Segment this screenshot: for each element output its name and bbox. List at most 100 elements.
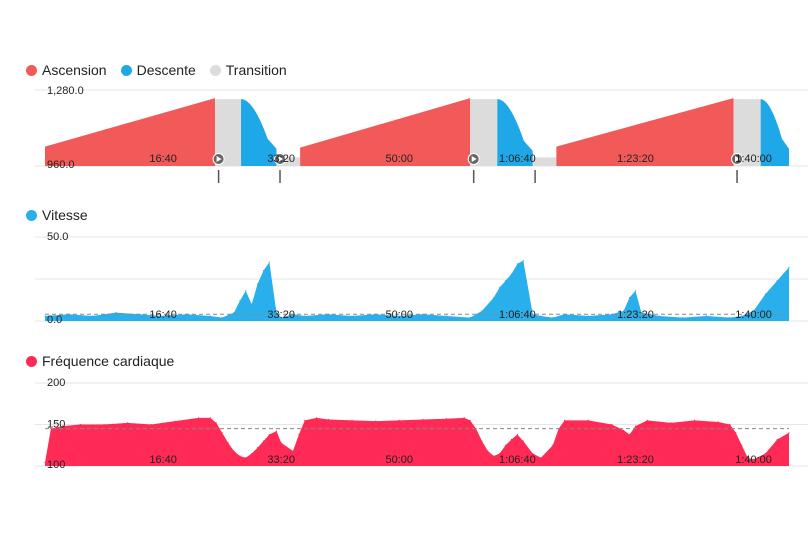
heart-rate-point-25: [316, 417, 318, 419]
speed-point-34: [532, 313, 534, 315]
heart-rate-area: [45, 417, 789, 466]
heart-rate-point-53: [646, 419, 648, 421]
heart-rate-point-39: [504, 444, 507, 446]
speed-point-3: [115, 312, 117, 314]
heart-rate-point-7: [174, 420, 176, 422]
speed-point-5: [162, 315, 164, 317]
heart-rate-point-11: [221, 432, 223, 434]
x-tick-label-1-4: 1:23:20: [617, 309, 654, 321]
x-tick-label-1-5: 1:40:00: [735, 309, 772, 321]
heart-rate-point-60: [747, 457, 749, 459]
legend-dot-transition: [209, 64, 221, 76]
heart-rate-point-3: [79, 423, 82, 426]
x-tick-label-0-0: 16:40: [149, 153, 177, 165]
heart-rate-point-40: [510, 438, 513, 441]
x-tick-label-1-1: 33:20: [267, 309, 295, 321]
speed-area: [45, 260, 789, 321]
heart-rate-point-59: [741, 444, 743, 446]
speed-point-42: [634, 290, 637, 292]
heart-rate-point-17: [256, 447, 259, 449]
heart-rate-point-13: [233, 450, 235, 452]
legend-dot-descent: [120, 64, 132, 76]
speed-point-2: [91, 315, 93, 317]
heart-rate-point-8: [197, 417, 200, 419]
speed-point-9: [233, 312, 235, 314]
heart-rate-point-19: [268, 433, 270, 436]
x-tick-label-2-5: 1:40:00: [735, 454, 772, 466]
speed-point-30: [504, 280, 507, 282]
speed-point-46: [705, 315, 707, 317]
heart-rate-point-61: [752, 458, 755, 460]
elevation-segment-ascent-8: [556, 98, 734, 166]
speed-point-52: [788, 266, 790, 268]
elevation-segment-transition-9: [733, 99, 761, 166]
heart-rate-point-9: [209, 417, 211, 419]
heart-rate-point-4: [103, 423, 105, 426]
x-tick-label-1-0: 16:40: [149, 309, 177, 321]
heart-rate-point-44: [540, 457, 542, 459]
speed-point-26: [469, 317, 471, 319]
speed-point-50: [764, 293, 766, 295]
legend-item-speed[interactable]: Vitesse: [26, 207, 88, 223]
speed-point-41: [628, 296, 631, 299]
heart-rate-point-54: [670, 422, 672, 424]
x-tick-label-0-4: 1:23:20: [617, 153, 654, 165]
legend-item-transition[interactable]: Transition: [209, 62, 287, 78]
x-tick-label-0-1: 33:20: [267, 153, 295, 165]
speed-point-47: [729, 317, 731, 319]
legend-speed: Vitesse: [26, 207, 88, 223]
speed-point-0: [44, 315, 46, 317]
heart-rate-point-50: [623, 429, 625, 431]
legend-label-descent: Descente: [136, 62, 196, 78]
elevation-segment-ascent-0: [45, 98, 216, 166]
elevation-segment-transition-7: [532, 157, 557, 166]
speed-point-31: [510, 273, 513, 275]
transition-marker-play-4: [735, 156, 741, 162]
speed-point-29: [499, 286, 501, 288]
heart-rate-point-15: [245, 457, 247, 459]
speed-point-51: [776, 280, 778, 282]
speed-point-48: [741, 315, 743, 317]
heart-rate-point-38: [499, 452, 501, 455]
heart-rate-point-48: [587, 419, 589, 421]
elevation-segment-descent-10: [760, 99, 789, 166]
speed-point-36: [552, 317, 554, 319]
heart-rate-point-20: [275, 430, 278, 432]
legend-item-descent[interactable]: Descente: [120, 62, 196, 78]
heart-rate-point-27: [351, 419, 353, 421]
y-tick-label-heart-0: 200: [47, 377, 65, 389]
legend-label-speed: Vitesse: [42, 207, 88, 223]
x-tick-label-0-5: 1:40:00: [735, 153, 772, 165]
legend-item-heart[interactable]: Fréquence cardiaque: [26, 353, 174, 369]
heart-rate-point-56: [717, 421, 719, 423]
heart-rate-point-29: [398, 419, 400, 421]
legend-heart: Fréquence cardiaque: [26, 353, 174, 369]
heart-rate-point-28: [375, 420, 377, 422]
heart-rate-point-6: [150, 423, 152, 426]
heart-rate-point-24: [304, 419, 306, 421]
elevation-segment-transition-5: [470, 99, 498, 166]
legend-label-transition: Transition: [225, 62, 287, 78]
speed-point-32: [516, 263, 518, 265]
speed-point-38: [587, 315, 589, 317]
heart-rate-point-43: [532, 452, 534, 455]
heart-rate-point-26: [327, 418, 330, 421]
heart-rate-point-36: [487, 450, 489, 452]
speed-point-49: [752, 310, 755, 312]
legend-elevation: Ascension Descente Transition: [26, 62, 287, 78]
speed-point-12: [251, 303, 253, 305]
x-tick-label-1-2: 50:00: [386, 309, 414, 321]
x-tick-label-1-3: 1:06:40: [499, 309, 536, 321]
heart-rate-point-57: [729, 423, 731, 426]
heart-rate-point-55: [693, 419, 696, 421]
speed-point-33: [522, 259, 524, 262]
legend-item-ascent[interactable]: Ascension: [26, 62, 107, 78]
speed-point-16: [275, 312, 278, 314]
x-tick-label-2-0: 16:40: [149, 454, 177, 466]
elevation-segment-ascent-4: [300, 98, 471, 166]
speed-point-19: [304, 315, 306, 317]
legend-dot-heart: [26, 355, 37, 367]
speed-point-7: [209, 315, 211, 317]
y-tick-label-heart-2: 100: [47, 459, 65, 471]
